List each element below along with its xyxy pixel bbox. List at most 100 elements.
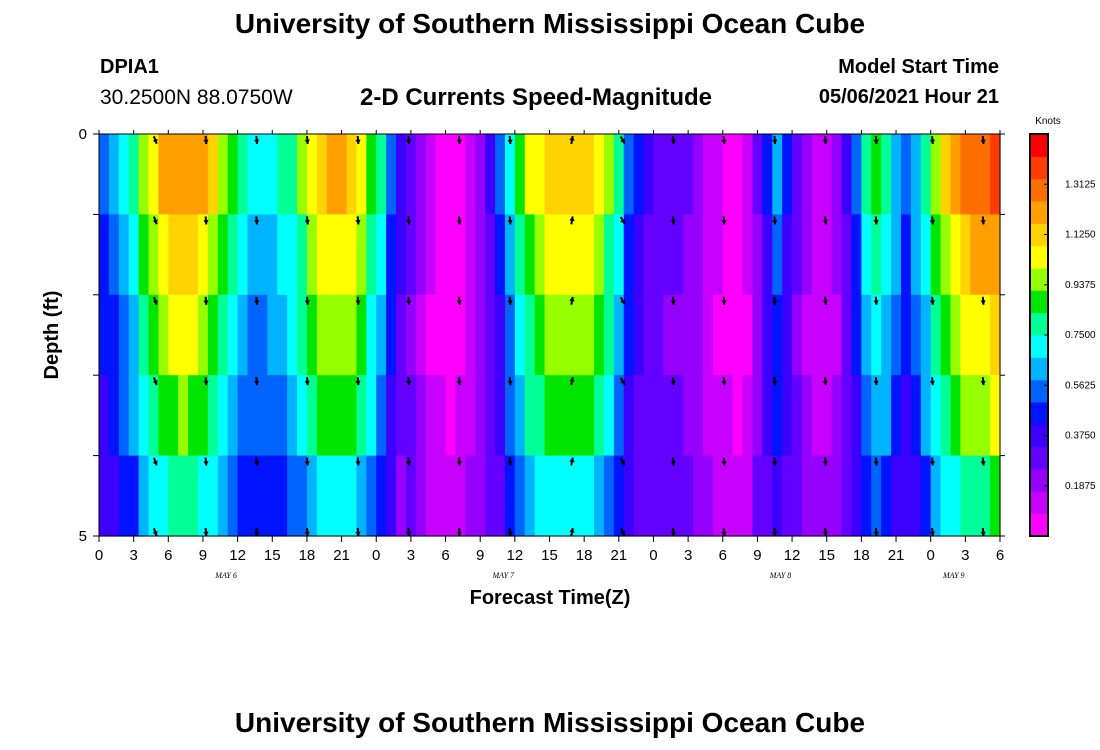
heatmap-cell: [762, 295, 773, 376]
heatmap-cell: [307, 295, 318, 376]
heatmap-cell: [277, 214, 288, 295]
colorbar-swatch: [1030, 313, 1048, 336]
heatmap-cell: [139, 295, 150, 376]
heatmap-cell: [277, 295, 288, 376]
heatmap-cell: [416, 295, 427, 376]
heatmap-cell: [584, 295, 595, 376]
heatmap-cell: [970, 134, 981, 215]
heatmap-cell: [495, 456, 506, 537]
heatmap-cell: [257, 134, 268, 215]
heatmap-cell: [574, 456, 585, 537]
heatmap-cell: [119, 214, 130, 295]
heatmap-cell: [792, 214, 803, 295]
heatmap-cell: [238, 134, 249, 215]
heatmap-cell: [891, 375, 902, 456]
heatmap-cell: [307, 134, 318, 215]
heatmap-cell: [832, 214, 843, 295]
heatmap-cell: [99, 456, 110, 537]
heatmap-cell: [366, 134, 377, 215]
heatmap-cell: [851, 134, 862, 215]
heatmap-cell: [881, 456, 892, 537]
x-tick-label: 21: [888, 547, 905, 564]
heatmap-cell: [693, 214, 704, 295]
heatmap-cell: [535, 375, 546, 456]
heatmap-cell: [139, 375, 150, 456]
heatmap-cell: [703, 214, 714, 295]
heatmap-cell: [416, 214, 427, 295]
heatmap-cell: [663, 375, 674, 456]
heatmap-cell: [257, 456, 268, 537]
heatmap-cell: [644, 134, 655, 215]
heatmap-cell: [604, 295, 615, 376]
heatmap-cell: [653, 295, 664, 376]
heatmap-cell: [931, 214, 942, 295]
heatmap-cell: [743, 456, 754, 537]
heatmap-cell: [446, 295, 457, 376]
heatmap-cell: [406, 375, 417, 456]
heatmap-cell: [812, 134, 823, 215]
heatmap-cell: [347, 214, 358, 295]
heatmap-cell: [515, 134, 526, 215]
heatmap-cell: [347, 375, 358, 456]
heatmap-cell: [515, 375, 526, 456]
heatmap-cell: [337, 295, 348, 376]
heatmap-cell: [772, 134, 783, 215]
heatmap-cell: [970, 214, 981, 295]
heatmap-cell: [891, 214, 902, 295]
heatmap-cell: [990, 134, 1001, 215]
day-label: MAY 8: [769, 571, 792, 580]
heatmap-cell: [535, 295, 546, 376]
heatmap-cell: [792, 375, 803, 456]
colorbar-units: Knots: [1035, 116, 1061, 127]
heatmap-cell: [980, 295, 991, 376]
heatmap-cell: [109, 456, 120, 537]
heatmap-cell: [386, 134, 397, 215]
heatmap-cell: [554, 214, 565, 295]
heatmap-cell: [881, 214, 892, 295]
heatmap-cell: [307, 456, 318, 537]
heatmap-cell: [554, 375, 565, 456]
heatmap-cell: [218, 214, 229, 295]
heatmap-cell: [228, 134, 239, 215]
heatmap-cell: [337, 456, 348, 537]
heatmap-cell: [218, 134, 229, 215]
heatmap-cell: [683, 134, 694, 215]
x-tick-label: 18: [576, 547, 593, 564]
x-tick-label: 3: [684, 547, 692, 564]
heatmap-cell: [188, 214, 199, 295]
heatmap-cell: [723, 134, 734, 215]
heatmap-cell: [713, 295, 724, 376]
heatmap-cell: [99, 375, 110, 456]
heatmap-cell: [812, 214, 823, 295]
heatmap-cell: [594, 214, 605, 295]
heatmap-cell: [703, 375, 714, 456]
heatmap-cell: [545, 456, 556, 537]
heatmap-cell: [772, 375, 783, 456]
heatmap-cell: [119, 375, 130, 456]
heatmap-cell: [663, 295, 674, 376]
heatmap-cell: [802, 214, 813, 295]
heatmap-cell: [584, 134, 595, 215]
heatmap-cell: [980, 456, 991, 537]
heatmap-cell: [832, 375, 843, 456]
day-label: MAY 6: [214, 571, 237, 580]
heatmap-cell: [267, 134, 278, 215]
heatmap-cell: [109, 295, 120, 376]
heatmap-cell: [960, 134, 971, 215]
heatmap-cell: [168, 375, 179, 456]
heatmap-cell: [901, 456, 912, 537]
heatmap-cell: [545, 295, 556, 376]
heatmap-cell: [752, 134, 763, 215]
heatmap-cell: [297, 214, 308, 295]
heatmap-cell: [307, 214, 318, 295]
heatmap-cell: [574, 214, 585, 295]
heatmap-cell: [802, 295, 813, 376]
heatmap-cell: [218, 295, 229, 376]
heatmap-cell: [238, 214, 249, 295]
heatmap-cell: [455, 214, 466, 295]
heatmap-cell: [426, 214, 437, 295]
heatmap-cell: [901, 375, 912, 456]
heatmap-cell: [475, 456, 486, 537]
heatmap-cell: [733, 295, 744, 376]
heatmap-cell: [168, 456, 179, 537]
